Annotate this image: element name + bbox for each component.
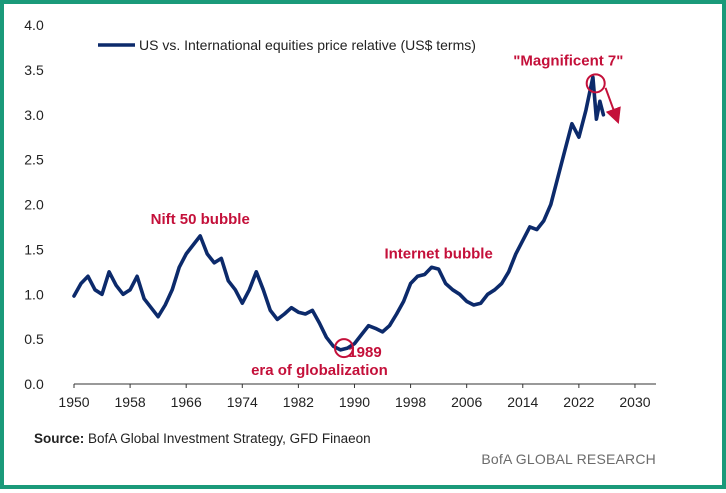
axes: [73, 383, 656, 388]
y-tick-label: 0.0: [24, 376, 44, 392]
x-tick-label: 1950: [58, 394, 89, 410]
x-tick-label: 2030: [619, 394, 650, 410]
annotation-label: Nift 50 bubble: [151, 211, 250, 228]
series-layer: [72, 75, 606, 352]
annotations: Nift 50 bubble Internet bubble "Magnificen…: [151, 52, 624, 379]
x-tick-label: 2022: [563, 394, 594, 410]
x-tick-label: 1966: [171, 394, 202, 410]
source-text: BofA Global Investment Strategy, GFD Fin…: [88, 431, 371, 446]
x-tick-label: 1958: [115, 394, 146, 410]
x-tick-label: 1974: [227, 394, 258, 410]
y-tick-label: 2.5: [24, 152, 44, 168]
y-tick-label: 2.0: [24, 197, 44, 213]
source-note: Source: BofA Global Investment Strategy,…: [34, 431, 371, 446]
x-tick-label: 2006: [451, 394, 482, 410]
legend: US vs. International equities price rela…: [98, 37, 476, 53]
x-tick-label: 2014: [507, 394, 538, 410]
x-tick-label: 1990: [339, 394, 370, 410]
legend-label: US vs. International equities price rela…: [139, 37, 476, 53]
annotation-label: era of globalization: [251, 362, 388, 379]
highlight-circle: [585, 73, 606, 94]
series-line-0: [72, 75, 606, 352]
source-label: Source:: [34, 431, 85, 446]
brand-label: BofA GLOBAL RESEARCH: [481, 451, 656, 467]
markers: [333, 73, 621, 359]
y-tick-label: 0.5: [24, 331, 44, 347]
x-tick-label: 1982: [283, 394, 314, 410]
y-tick-label: 4.0: [24, 17, 44, 33]
y-tick-label: 1.5: [24, 241, 44, 257]
highlight-circle: [333, 338, 354, 359]
chart-svg: 1950 1958 1966 1974 1982 1990 1998 2006 2014 2022…: [24, 17, 656, 410]
y-tick-label: 3.5: [24, 62, 44, 78]
y-tick-label: 1.0: [24, 286, 44, 302]
x-tick-label: 1998: [395, 394, 426, 410]
annotation-label: Internet bubble: [384, 245, 492, 262]
tick-labels: 1950 1958 1966 1974 1982 1990 1998 2006 2014 2022…: [24, 17, 650, 410]
y-tick-label: 3.0: [24, 107, 44, 123]
annotation-label: "Magnificent 7": [513, 52, 623, 69]
annotation-label: 1989: [348, 344, 381, 361]
downward-arrow: [604, 87, 621, 125]
